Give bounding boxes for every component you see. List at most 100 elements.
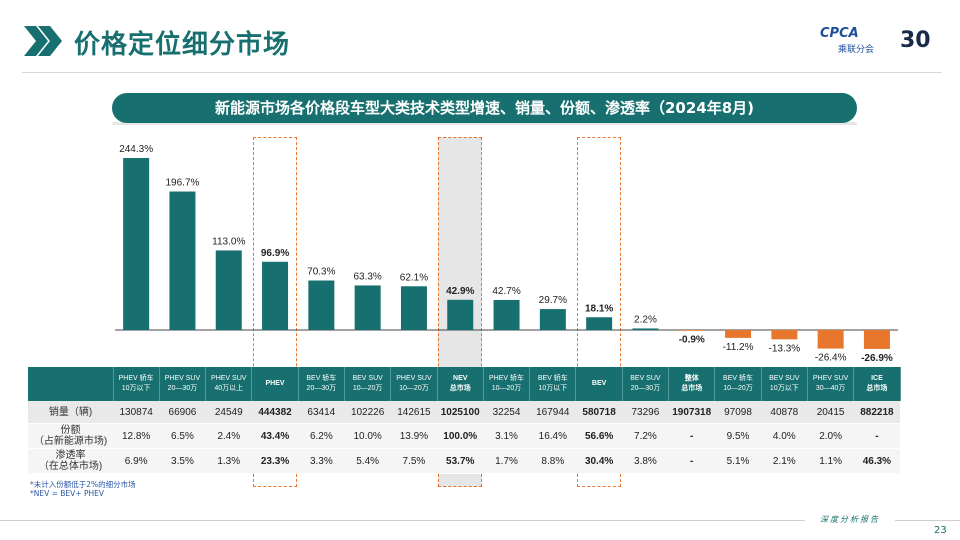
bar-7 (447, 299, 474, 330)
bar-11 (632, 328, 659, 330)
bar-2 (215, 250, 242, 330)
table-cell: 66906 (159, 401, 206, 424)
table-cell: 8.8% (529, 448, 576, 474)
table-cell: 6.9% (113, 448, 160, 474)
table-cell: - (853, 423, 901, 449)
bar-4 (308, 280, 335, 330)
table-cell: 7.2% (622, 423, 669, 449)
table-cell: 46.3% (853, 448, 901, 474)
table-cell: 73296 (622, 401, 669, 424)
table-cell: 30.4% (575, 448, 623, 474)
chart-banner: 新能源市场各价格段车型大类技术类型增速、销量、份额、渗透率（2024年8月) (112, 93, 857, 123)
table-cell: 23.3% (251, 448, 299, 474)
banner-shadow (112, 122, 857, 125)
data-label-6: 62.1% (400, 272, 428, 283)
column-header: 整体 总市场 (668, 367, 716, 401)
bar-3 (262, 261, 289, 330)
table-cell: 12.8% (113, 423, 160, 449)
highlight-box-3 (252, 137, 298, 487)
column-header: PHEV (251, 367, 299, 401)
column-header: ICE 总市场 (853, 367, 901, 401)
anniversary-logo: 30 (900, 28, 931, 53)
table-cell: 9.5% (714, 423, 762, 449)
table-cell: 3.5% (159, 448, 206, 474)
table-cell: 40878 (761, 401, 808, 424)
column-header: BEV (575, 367, 623, 401)
row-label: 渗透率 （在总体市场) (28, 448, 113, 474)
table-row: 份额 （占新能源市场) 12.8% 6.5% 2.4% 43.4% 6.2% 10.0% 13.… (28, 423, 901, 449)
footnote-share: *未计入份额低于2%的细分市场 (30, 480, 136, 489)
table-cell: 63414 (298, 401, 345, 424)
table-cell: 1.3% (205, 448, 252, 474)
report-tag: 深度分析报告 (820, 515, 880, 524)
table-cell: 102226 (344, 401, 391, 424)
column-header: BEV SUV 10—20万 (344, 367, 392, 401)
data-label-11: 2.2% (634, 314, 657, 325)
bar-13 (725, 330, 752, 338)
table-cell: 10.0% (344, 423, 391, 449)
table-cell: 13.9% (390, 423, 438, 449)
table-cell: - (668, 448, 715, 474)
table-cell: - (668, 423, 715, 449)
data-label-0: 244.3% (119, 144, 153, 155)
table-cell: 2.4% (205, 423, 252, 449)
table-cell: 1.1% (807, 448, 854, 474)
cpca-logo: CPCA (820, 26, 859, 41)
table-cell: 43.4% (251, 423, 299, 449)
highlight-box-10 (577, 137, 622, 487)
bar-12 (678, 330, 705, 331)
table-cell: 97098 (714, 401, 762, 424)
table-cell: 53.7% (437, 448, 484, 474)
footnote-nev: *NEV = BEV+ PHEV (30, 489, 104, 498)
bar-16 (863, 330, 890, 349)
bar-15 (817, 330, 844, 349)
table-cell: 3.8% (622, 448, 669, 474)
column-header: PHEV SUV 10—20万 (390, 367, 438, 401)
data-label-5: 63.3% (353, 271, 381, 282)
table-cell: 3.3% (298, 448, 345, 474)
table-cell: 142615 (390, 401, 438, 424)
table-row: 渗透率 （在总体市场) 6.9% 3.5% 1.3% 23.3% 3.3% 5.4% 7.5% 5… (28, 448, 901, 474)
data-label-1: 196.7% (165, 178, 199, 189)
bar-8 (493, 299, 520, 330)
column-header: PHEV SUV 40万以上 (205, 367, 253, 401)
column-header: BEV 轿车 10—20万 (714, 367, 762, 401)
table-cell: 100.0% (437, 423, 484, 449)
bar-5 (354, 285, 381, 330)
column-header: PHEV 轿车 10—20万 (483, 367, 531, 401)
page-number: 23 (934, 525, 947, 536)
bar-10 (586, 317, 613, 330)
table-cell: 580718 (575, 401, 623, 424)
page-title: 价格定位细分市场 (74, 30, 291, 60)
title-divider (22, 72, 942, 73)
bar-6 (400, 286, 427, 330)
table-corner (28, 367, 114, 401)
table-cell: 1.7% (483, 448, 530, 474)
table-cell: 130874 (113, 401, 160, 424)
table-cell: 1025100 (437, 401, 484, 424)
table-cell: 16.4% (529, 423, 576, 449)
footer-divider-right (895, 520, 960, 521)
data-label-2: 113.0% (212, 236, 245, 247)
column-header: BEV SUV 10万以下 (761, 367, 808, 401)
table-cell: 444382 (251, 401, 299, 424)
data-label-7: 42.9% (446, 286, 474, 297)
table-cell: 6.2% (298, 423, 345, 449)
column-header: PHEV SUV 30—40万 (807, 367, 855, 401)
row-label: 销量（辆) (28, 401, 113, 424)
table-cell: 5.1% (714, 448, 762, 474)
table-cell: 7.5% (390, 448, 438, 474)
table-cell: 167944 (529, 401, 576, 424)
bar-0 (123, 158, 150, 330)
table-cell: 2.0% (807, 423, 854, 449)
bar-chart: 244.3% 196.7% 113.0% 96.9% 70.3% 63.3% 62.1% 42… (115, 144, 899, 364)
table-row: 销量（辆) 130874 66906 24549 444382 63414 102226 14… (28, 401, 901, 424)
bar-1 (169, 191, 196, 330)
data-label-14: -13.3% (769, 343, 801, 354)
table-cell: 882218 (853, 401, 901, 424)
column-header: BEV 轿车 10万以下 (529, 367, 577, 401)
data-table: PHEV 轿车 10万以下 PHEV SUV 20—30万 PHEV SUV 40万以上 P… (28, 367, 901, 474)
data-label-9: 29.7% (539, 295, 567, 306)
data-label-3: 96.9% (261, 248, 289, 259)
table-cell: 5.4% (344, 448, 391, 474)
